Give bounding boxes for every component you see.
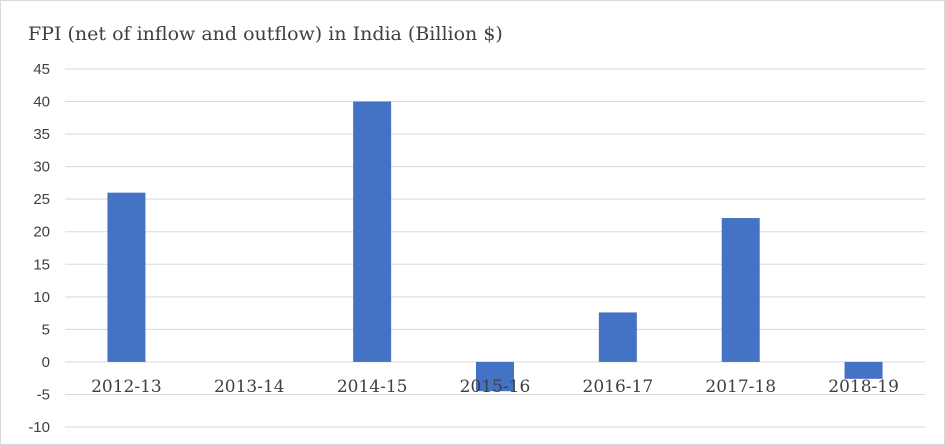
y-tick-label: 15 [33,256,50,273]
bars [107,101,883,392]
y-tick-label: 40 [33,94,50,111]
x-axis-tick-labels: 2012-13 2013-14 2014-15 2015-16 2016-17 2017-… [91,377,899,397]
y-axis-tick-labels: 45 40 35 30 25 20 15 10 5 0 -5 -10 [28,61,50,436]
x-tick-label: 2017-18 [705,377,776,397]
gridlines [65,68,925,428]
x-tick-label: 2013-14 [214,377,285,397]
x-tick-label: 2016-17 [583,377,654,397]
bar-2017-18 [721,218,760,362]
bar-2016-17 [598,312,637,362]
x-tick-label: 2014-15 [337,377,408,397]
bar-2015-16 [476,361,514,392]
y-tick-label: 25 [33,191,50,208]
chart-title: FPI (net of inflow and outflow) in India… [28,23,503,45]
x-tick-label: 2018-19 [828,377,899,397]
y-tick-label: 45 [33,61,50,78]
y-tick-label: -5 [37,386,50,403]
y-tick-label: 35 [33,126,50,143]
bar-2014-15 [353,101,392,362]
bar-2018-19 [844,361,883,379]
x-tick-label: 2015-16 [460,377,531,397]
y-tick-label: 5 [42,321,50,338]
y-tick-label: 20 [33,224,50,241]
y-tick-label: 0 [42,354,50,371]
y-tick-label: 30 [33,159,50,176]
bar-2012-13 [107,192,146,362]
y-tick-label: 10 [33,289,50,306]
y-tick-label: -10 [28,419,50,436]
x-tick-label: 2012-13 [91,377,162,397]
